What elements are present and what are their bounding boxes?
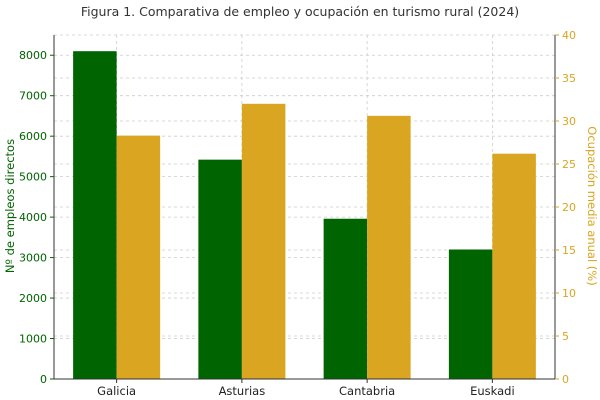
left-tick-label: 7000 [19, 90, 47, 103]
right-tick-label: 20 [562, 201, 576, 214]
left-tick-label: 1000 [19, 333, 47, 346]
bars [73, 51, 536, 380]
bar-empleos-asturias [198, 159, 242, 379]
left-tick-label: 8000 [19, 49, 47, 62]
x-axis-ticks: Galicia Asturias Cantabria Euskadi [97, 379, 515, 398]
bar-empleos-galicia [73, 51, 117, 380]
chart-title: Figura 1. Comparativa de empleo y ocupac… [81, 4, 519, 19]
x-tick-label: Asturias [219, 384, 266, 398]
x-tick-label: Cantabria [339, 384, 395, 398]
x-tick-label: Euskadi [470, 384, 515, 398]
left-tick-label: 2000 [19, 292, 47, 305]
bar-ocupacion-asturias [241, 103, 286, 380]
right-tick-label: 30 [562, 115, 576, 128]
bar-empleos-cantabria [323, 218, 368, 379]
bar-ocupacion-galicia [116, 135, 161, 379]
bar-empleos-euskadi [448, 249, 493, 379]
left-tick-label: 5000 [19, 171, 47, 184]
right-tick-label: 15 [562, 244, 576, 257]
bar-ocupacion-cantabria [367, 115, 411, 379]
left-tick-label: 4000 [19, 211, 47, 224]
right-tick-label: 10 [562, 287, 576, 300]
left-tick-label: 6000 [19, 130, 47, 143]
right-tick-label: 40 [562, 29, 576, 42]
right-axis-ticks: 0 5 10 15 20 25 30 35 40 [555, 29, 576, 386]
left-axis-ticks: 0 1000 2000 3000 4000 5000 6000 7000 8000 [19, 49, 54, 386]
left-tick-label: 0 [40, 373, 47, 386]
right-tick-label: 35 [562, 72, 576, 85]
bar-ocupacion-euskadi [492, 153, 536, 379]
y-axis-left-label: Nº de empleos directos [3, 139, 17, 273]
right-tick-label: 0 [562, 373, 569, 386]
left-tick-label: 3000 [19, 252, 47, 265]
right-tick-label: 25 [562, 158, 576, 171]
y-axis-right-label: Ocupación media anual (%) [585, 126, 599, 285]
x-tick-label: Galicia [97, 384, 136, 398]
right-tick-label: 5 [562, 330, 569, 343]
